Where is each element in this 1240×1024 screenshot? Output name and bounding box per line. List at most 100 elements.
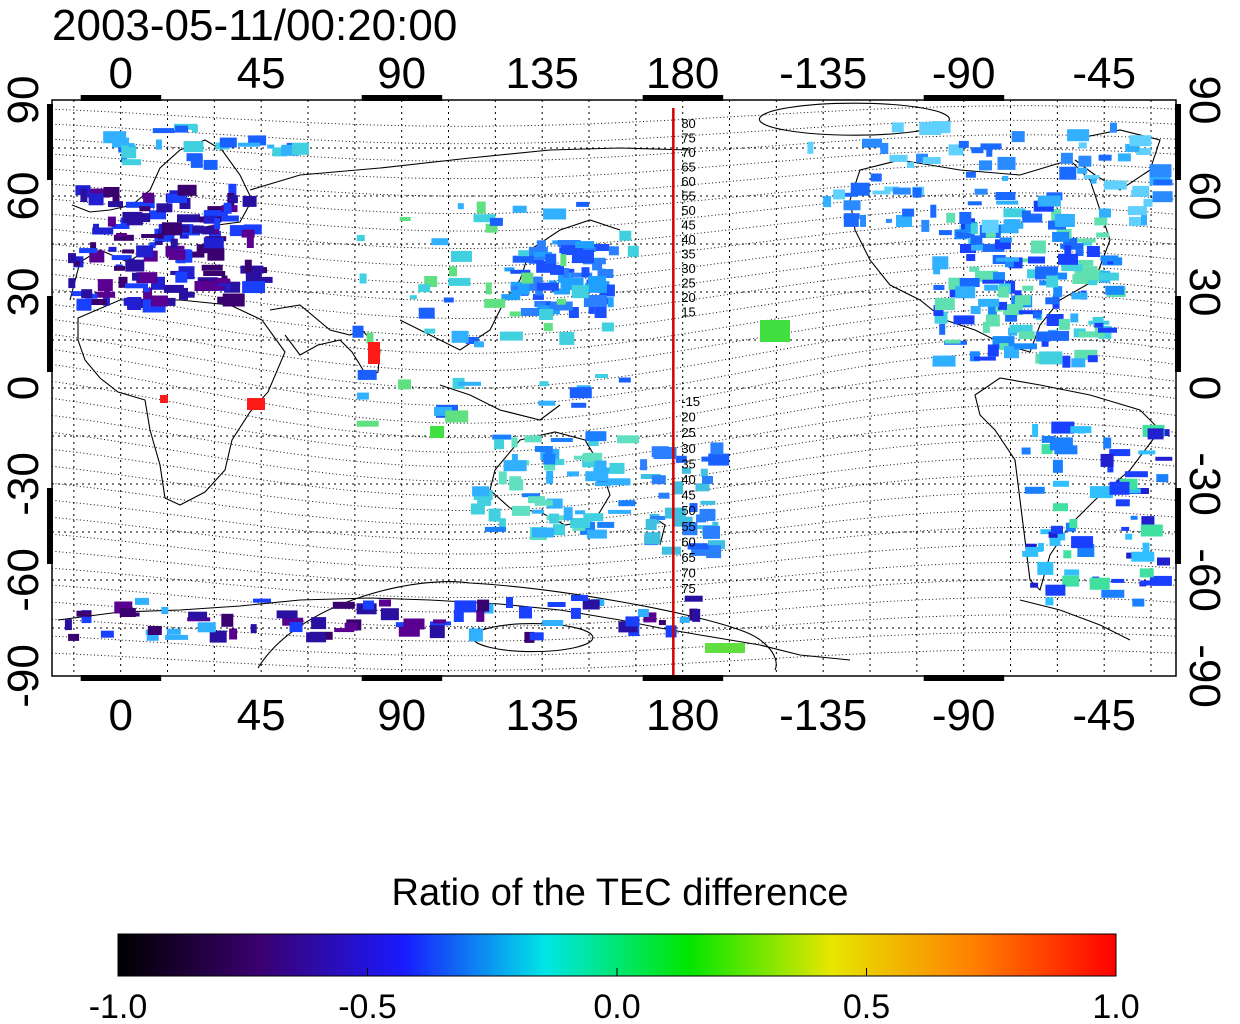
tec-patch (1103, 437, 1112, 449)
tec-patch (103, 187, 120, 197)
top-tick-label: 135 (505, 49, 578, 98)
tec-patch (1030, 582, 1039, 588)
tec-patch (201, 226, 215, 235)
tec-patch (519, 606, 532, 619)
left-tick-label: -30 (0, 452, 48, 516)
tec-patch (671, 481, 683, 495)
tec-patch (1051, 525, 1063, 534)
tec-patch (453, 610, 464, 622)
tec-patch (272, 147, 288, 157)
tec-patch (1022, 285, 1034, 291)
tec-patch (592, 260, 603, 271)
tec-patch (1064, 569, 1080, 576)
tec-patch (675, 455, 687, 463)
tec-patch (536, 260, 557, 273)
tec-patch (451, 330, 469, 343)
tec-patch (203, 271, 226, 276)
tec-patch (1109, 481, 1130, 495)
contour-label: 60 (681, 534, 695, 549)
tec-patch (583, 452, 603, 462)
magnetic-contour (52, 596, 1176, 628)
tec-patch (843, 200, 861, 211)
contour-label: 45 (681, 218, 695, 233)
left-tick-label: 0 (0, 376, 48, 400)
tec-patch (966, 254, 976, 261)
tec-patch (485, 223, 498, 233)
tec-patch (573, 455, 586, 460)
tec-patch (219, 137, 237, 148)
tec-patch (1054, 214, 1075, 227)
tec-patch (581, 267, 590, 278)
tec-patch (970, 223, 978, 235)
tec-patch (221, 613, 234, 627)
tec-patch (1099, 208, 1111, 218)
frame-tick-bar (361, 95, 443, 101)
tec-patch (1035, 331, 1051, 342)
contour-label: 30 (681, 441, 695, 456)
colorbar-tick-labels: -1.0 -0.5 0.0 0.5 1.0 (89, 968, 1140, 1024)
bottom-tick-label: -90 (932, 691, 996, 740)
tec-patch (594, 460, 607, 470)
tec-patch (939, 323, 946, 335)
tec-patch (549, 301, 573, 311)
tec-patch (957, 232, 975, 238)
contour-label: 35 (681, 456, 695, 471)
tec-patch (860, 214, 866, 227)
colorbar-tick-label: -0.5 (338, 988, 397, 1024)
tec-patch (1094, 322, 1104, 328)
tec-patch (1100, 453, 1114, 467)
tec-patch (492, 434, 512, 440)
contour-label: 65 (681, 160, 695, 175)
left-tick-label: 30 (0, 268, 48, 317)
tec-patch (559, 247, 579, 254)
tec-patch (306, 632, 327, 643)
tec-patch (418, 307, 435, 319)
tec-patch (161, 607, 169, 614)
tec-patch (76, 610, 92, 617)
contour-labels: 8075706560555045403530252015-15202530354… (681, 116, 700, 596)
tec-patch (116, 233, 127, 237)
tec-patch (291, 142, 309, 155)
tec-patch (136, 245, 154, 258)
tec-patch (79, 248, 98, 254)
tec-patch (594, 307, 607, 318)
tec-patch (1025, 546, 1043, 552)
tec-patch (1153, 179, 1173, 186)
tec-patch (498, 518, 506, 532)
tec-patch (547, 602, 566, 607)
tec-patch (1061, 264, 1083, 272)
tec-patch (1078, 331, 1102, 338)
top-tick-label: 180 (646, 49, 719, 98)
tec-patch (108, 246, 117, 252)
tec-patch (996, 257, 1019, 262)
tec-patch (424, 276, 438, 287)
tec-patch (183, 141, 204, 153)
tec-patch (536, 240, 546, 250)
tec-patch (203, 159, 218, 170)
tec-patch (1155, 456, 1173, 461)
frame-tick-bar (642, 95, 724, 101)
tec-patch (661, 546, 681, 555)
tec-patch (1138, 450, 1156, 455)
tec-patch (524, 631, 535, 643)
tec-patch (107, 216, 116, 227)
tec-patch (289, 622, 303, 633)
tec-patch (1101, 589, 1125, 598)
coastline (57, 597, 851, 661)
tec-patch (512, 505, 530, 516)
tec-patch (679, 616, 690, 623)
tec-patch (982, 321, 990, 333)
tec-patch (608, 246, 619, 256)
tec-patch (585, 431, 607, 442)
tec-patch (1147, 428, 1164, 440)
contour-label: 15 (681, 305, 695, 320)
tec-patch (570, 518, 591, 528)
tec-patch (121, 154, 127, 163)
tec-patch (1092, 317, 1104, 321)
frame-tick-bar (1175, 488, 1181, 564)
right-tick-label: 30 (1180, 268, 1229, 317)
tec-patch (1136, 148, 1152, 155)
left-tick-label: 60 (0, 172, 48, 221)
contour-label: 70 (681, 566, 695, 581)
tec-patch (862, 138, 882, 148)
